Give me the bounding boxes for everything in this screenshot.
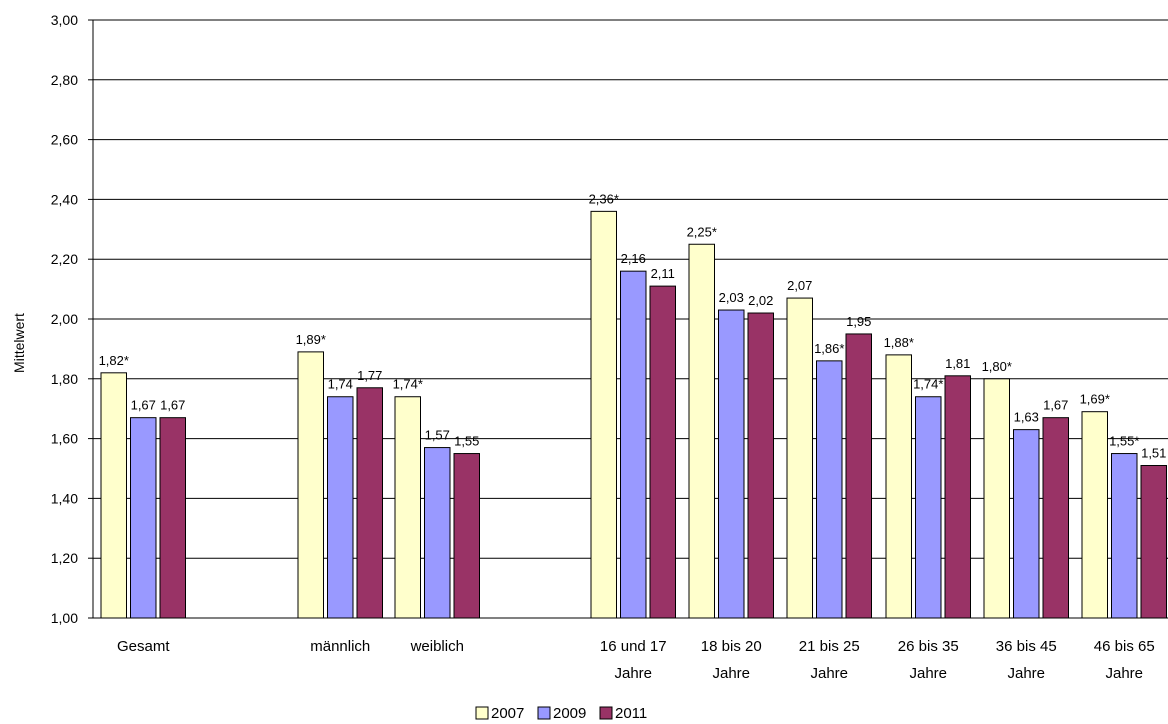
bar [915,396,942,619]
bar [620,270,647,619]
legend-item: 2007 [475,705,524,722]
data-label: 1,81 [945,356,970,371]
bar [394,396,421,619]
x-axis-labels: Gesamt männlich weiblich 16 und 17 Jahre 18 b… [117,638,1155,682]
bar [327,396,354,619]
x-tick-label: Jahre [810,665,848,682]
x-tick-label: Jahre [712,665,750,682]
y-tick-label: 1,80 [51,371,78,387]
bar [983,378,1010,619]
bar [885,354,912,619]
y-tick-label: 2,20 [51,251,78,267]
legend-label: 2011 [615,705,647,722]
x-tick-label: 18 bis 20 [701,638,762,655]
bar [688,243,715,619]
data-label: 2,07 [787,278,812,293]
data-label: 2,25* [687,224,717,239]
data-label: 2,02 [748,293,773,308]
bar [649,285,676,619]
data-label: 1,69* [1080,392,1110,407]
bar [356,387,383,619]
x-tick-label: Jahre [909,665,947,682]
x-tick-label: weiblich [410,638,464,655]
legend-item: 2011 [599,705,647,722]
y-axis-title: Mittelwert [11,313,27,373]
y-tick-label: 2,00 [51,311,78,327]
bar [1013,429,1040,619]
y-tick-label: 1,20 [51,550,78,566]
legend: 2007 2009 2011 [475,705,647,722]
x-tick-label: 36 bis 45 [996,638,1057,655]
data-label: 2,11 [651,266,675,281]
x-tick-label: 26 bis 35 [898,638,959,655]
x-tick-label: Jahre [1105,665,1143,682]
data-label: 1,67 [1043,398,1068,413]
data-label: 1,55* [1109,434,1139,449]
bar [944,375,971,619]
bar [297,351,324,619]
data-label: 1,77 [357,368,382,383]
legend-label: 2007 [491,705,524,722]
bar [845,333,872,619]
data-label: 1,80* [982,359,1012,374]
legend-swatch [537,706,551,720]
bar [1042,417,1069,619]
bar [747,312,774,619]
bar [718,309,745,619]
data-label: 2,03 [719,290,744,305]
data-label: 1,82* [99,353,129,368]
y-tick-label: 3,00 [51,12,78,28]
data-label: 1,74* [913,377,943,392]
x-tick-label: 16 und 17 [600,638,667,655]
data-label: 1,74 [328,377,353,392]
data-label: 1,51 [1141,446,1166,461]
x-tick-label: 46 bis 65 [1094,638,1155,655]
data-label: 2,16 [621,251,646,266]
bar [786,297,813,619]
data-label: 1,57 [425,428,450,443]
data-label: 1,95 [846,314,871,329]
data-label: 1,67 [160,398,185,413]
x-tick-label: 21 bis 25 [799,638,860,655]
bar [159,417,186,619]
y-tick-label: 1,40 [51,490,78,506]
data-label: 1,63 [1014,410,1039,425]
bar [130,417,157,619]
bar [816,360,843,619]
bars [100,210,1167,619]
data-label: 1,74* [393,377,423,392]
legend-swatch [475,706,489,720]
x-tick-label: Gesamt [117,638,170,655]
bar [100,372,127,619]
y-tick-label: 2,80 [51,72,78,88]
bar [590,210,617,619]
bar [1111,453,1138,619]
bar [424,447,451,619]
data-labels: 1,82* 1,67 1,67 1,89* 1,74 1,77 1,74* 1,57 1,55 2… [99,191,1167,460]
y-tick-label: 1,60 [51,431,78,447]
legend-label: 2009 [553,705,586,722]
data-label: 1,67 [131,398,156,413]
bar [1140,465,1167,619]
y-tick-label: 1,00 [51,610,78,626]
data-label: 1,88* [884,335,914,350]
x-tick-label: männlich [310,638,370,655]
data-label: 1,89* [296,332,326,347]
legend-swatch [599,706,613,720]
y-axis-ticks: 1,00 1,20 1,40 1,60 1,80 2,00 2,20 2,40 2,60 2,80… [51,12,78,626]
y-tick-label: 2,40 [51,191,78,207]
legend-item: 2009 [537,705,586,722]
data-label: 1,86* [814,341,844,356]
x-tick-label: Jahre [1007,665,1045,682]
data-label: 1,55 [454,434,479,449]
bar [453,453,480,619]
x-tick-label: Jahre [614,665,652,682]
bar [1081,411,1108,619]
data-label: 2,36* [589,191,619,206]
y-tick-label: 2,60 [51,132,78,148]
